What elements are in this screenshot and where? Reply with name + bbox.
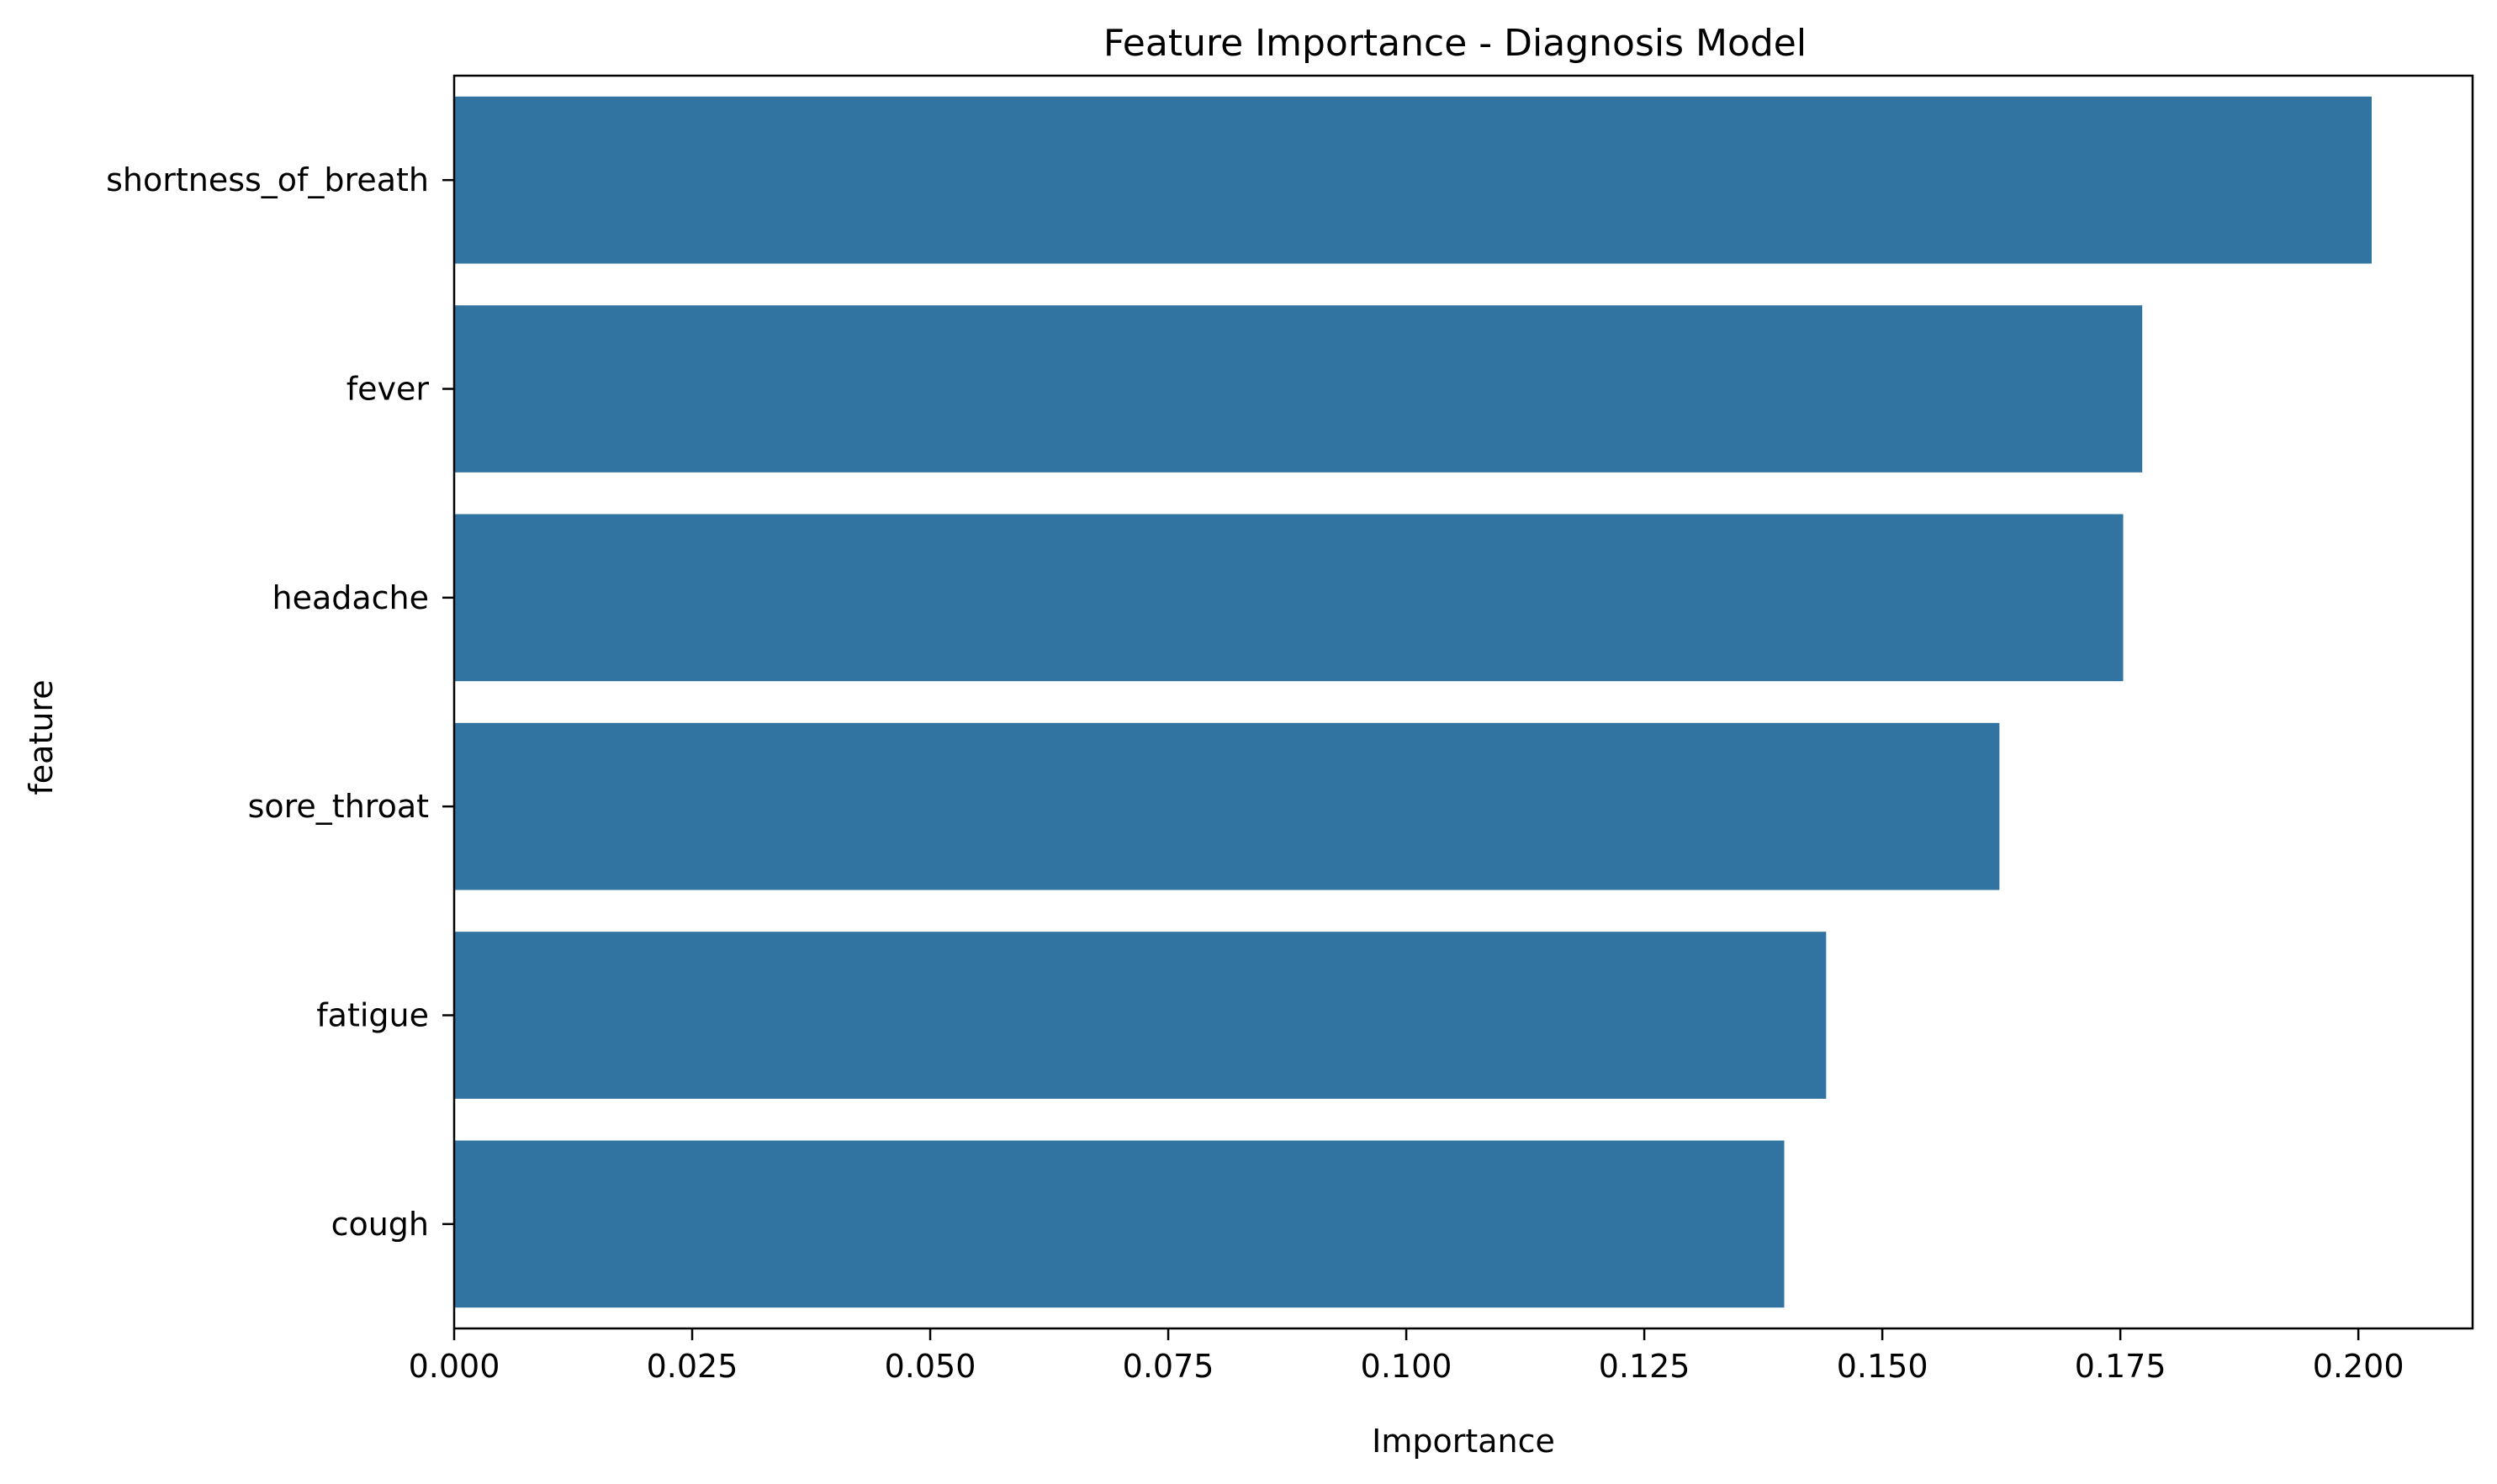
axes-frame — [452, 74, 2474, 1330]
x-tick-label: 0.025 — [647, 1348, 738, 1385]
bar-fever — [454, 305, 2143, 473]
bar-sore-throat — [454, 722, 2000, 890]
x-tick-label: 0.200 — [2313, 1348, 2404, 1385]
x-tick-label: 0.100 — [1361, 1348, 1452, 1385]
y-tick-label-cough: cough — [331, 1206, 429, 1243]
y-tick-label-headache: headache — [272, 579, 429, 616]
x-tick-label: 0.075 — [1123, 1348, 1214, 1385]
y-tick-label-fever: fever — [347, 371, 430, 408]
x-tick-label: 0.150 — [1837, 1348, 1928, 1385]
y-tick-label-fatigue: fatigue — [316, 997, 429, 1034]
x-tick-label: 0.175 — [2075, 1348, 2166, 1385]
x-axis-ticks: 0.000 0.025 0.050 0.075 0.100 0.125 0.150 0.175… — [409, 1328, 2404, 1385]
x-tick-label: 0.125 — [1599, 1348, 1690, 1385]
bar-cough — [454, 1140, 1785, 1308]
x-tick-label: 0.000 — [409, 1348, 500, 1385]
x-tick-label: 0.050 — [885, 1348, 976, 1385]
chart-title: Feature Importance - Diagnosis Model — [1103, 22, 1807, 65]
y-axis-label: feature — [23, 679, 60, 795]
bar-shortness-of-breath — [454, 96, 2372, 264]
y-tick-label-sore-throat: sore_throat — [248, 788, 429, 825]
bar-fatigue — [454, 932, 1827, 1099]
x-axis-label: Importance — [1372, 1423, 1555, 1460]
bars-group — [454, 96, 2372, 1308]
bar-headache — [454, 514, 2124, 682]
y-tick-label-shortness-of-breath: shortness_of_breath — [106, 161, 429, 198]
